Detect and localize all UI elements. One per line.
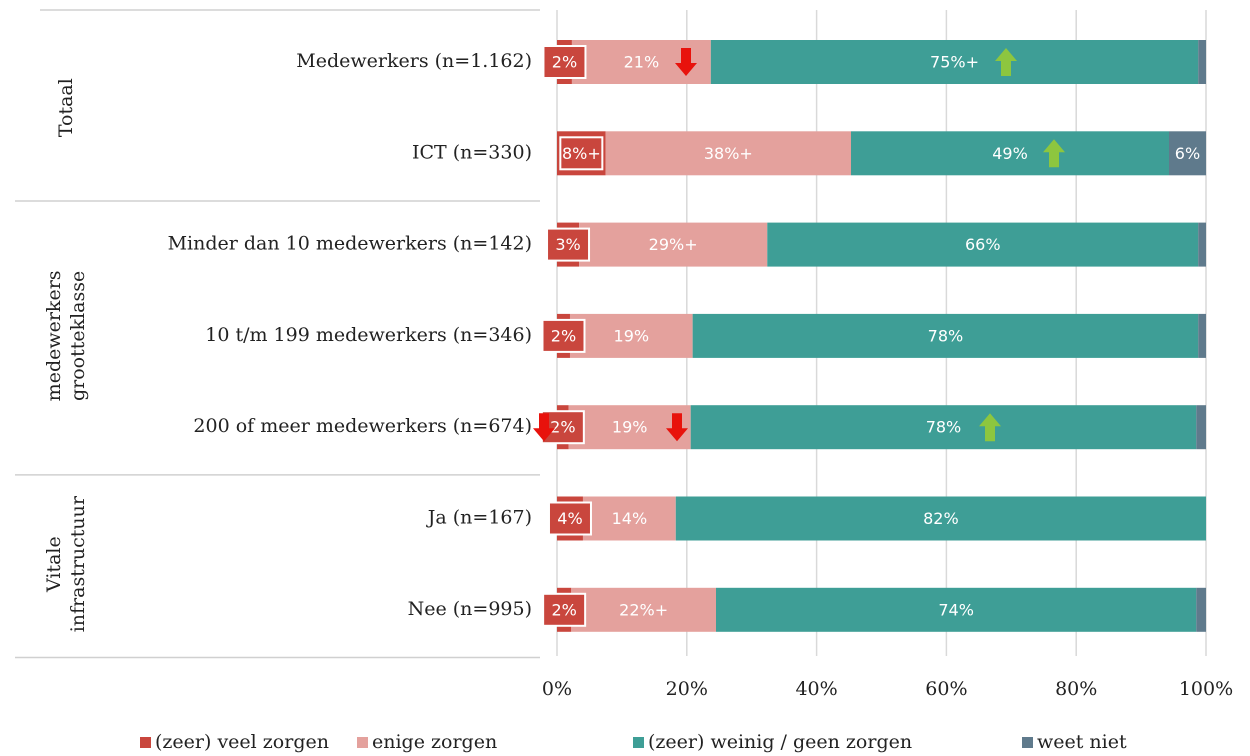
group-label: Vitale [43, 536, 65, 593]
legend-swatch [140, 737, 151, 748]
bar-segment [767, 222, 1199, 267]
value-label: 82% [923, 509, 959, 528]
label-box [559, 136, 604, 171]
arrow-down [533, 413, 555, 442]
arrow-up [979, 413, 1001, 442]
bar-segment [710, 40, 1199, 84]
value-label: 78% [926, 418, 962, 437]
bar-segment [1198, 222, 1206, 267]
group-label: medewerkers [43, 270, 65, 401]
arrow-up [995, 48, 1017, 76]
legend-label: (zeer) veel zorgen [155, 731, 329, 753]
x-tick-label: 100% [1179, 678, 1233, 700]
bar-segment [1198, 313, 1206, 358]
legend-swatch [1022, 737, 1033, 748]
value-label: 4% [557, 509, 582, 528]
legend-label: weet niet [1037, 731, 1127, 753]
value-label: 2% [551, 326, 576, 345]
bar-segment [716, 587, 1197, 632]
value-label: 49% [992, 144, 1028, 163]
category-label: Medewerkers (n=1.162) [296, 50, 532, 72]
value-label: 3% [555, 235, 580, 254]
bar-segment [571, 587, 717, 632]
group-label: Totaal [55, 78, 77, 137]
arrow-up [1043, 139, 1065, 168]
category-label: 10 t/m 199 medewerkers (n=346) [205, 324, 532, 346]
value-label: 75%+ [930, 53, 979, 72]
label-box [547, 501, 592, 536]
group-label: grootteklasse [67, 271, 89, 401]
value-label: 6% [1175, 144, 1200, 163]
bar-segment [1198, 40, 1206, 84]
label-box [541, 318, 586, 353]
value-label: 29%+ [649, 235, 698, 254]
bar-segment [569, 313, 693, 358]
value-label: 14% [612, 509, 648, 528]
bar-segment [675, 496, 1206, 541]
x-tick-label: 60% [925, 678, 967, 700]
label-box [542, 592, 587, 627]
x-tick-label: 40% [795, 678, 837, 700]
group-label: infrastructuur [67, 495, 89, 632]
value-label: 74% [938, 600, 974, 619]
category-label: ICT (n=330) [412, 141, 532, 163]
x-tick-label: 20% [666, 678, 708, 700]
value-label: 22%+ [619, 600, 668, 619]
legend-swatch [357, 737, 368, 748]
value-label: 19% [612, 418, 648, 437]
arrow-down [666, 413, 688, 442]
category-label: 200 of meer medewerkers (n=674) [193, 415, 532, 437]
value-label: 8%+ [562, 144, 601, 163]
value-label: 66% [965, 235, 1001, 254]
x-tick-label: 80% [1055, 678, 1097, 700]
value-label: 2% [552, 53, 577, 72]
bar-segment [850, 131, 1170, 176]
value-label: 78% [928, 326, 964, 345]
bar-segment [690, 405, 1197, 450]
category-label: Minder dan 10 medewerkers (n=142) [168, 233, 532, 255]
category-label: Ja (n=167) [426, 507, 532, 529]
bar-segment [1196, 405, 1206, 450]
value-label: 38%+ [704, 144, 753, 163]
arrow-down [675, 48, 697, 76]
x-tick-label: 0% [542, 678, 572, 700]
legend-swatch [633, 737, 644, 748]
category-label: Nee (n=995) [408, 598, 532, 620]
bar-segment [568, 405, 691, 450]
value-label: 2% [551, 600, 576, 619]
bar-segment [579, 222, 768, 267]
bar-segment [692, 313, 1199, 358]
bar-segment [1169, 131, 1206, 176]
value-label: 21% [624, 53, 660, 72]
value-label: 19% [614, 326, 650, 345]
legend-label: (zeer) weinig / geen zorgen [648, 731, 912, 753]
bar-segment [1196, 587, 1206, 632]
label-box [542, 45, 587, 79]
bar-segment [582, 496, 676, 541]
value-label: 2% [550, 418, 575, 437]
bar-segment [605, 131, 851, 176]
legend-label: enige zorgen [372, 731, 497, 753]
label-box [546, 227, 591, 262]
